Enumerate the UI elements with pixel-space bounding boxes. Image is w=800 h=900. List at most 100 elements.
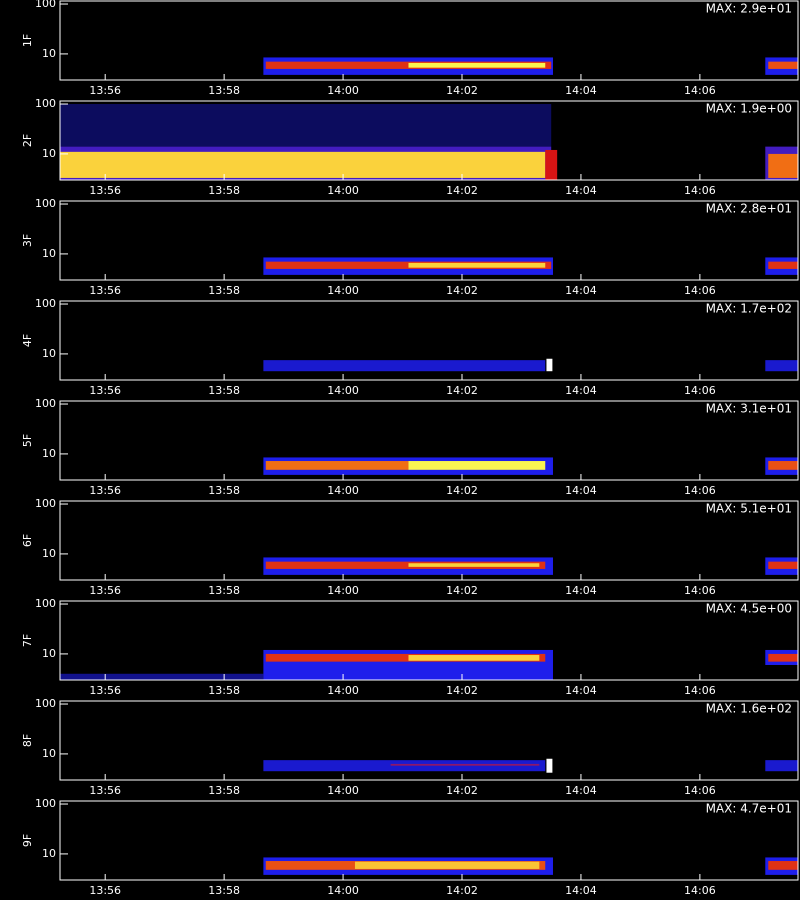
intensity-cell — [546, 358, 553, 372]
plot-frame — [59, 0, 799, 81]
x-tick-label: 14:04 — [565, 784, 597, 797]
y-axis-label: 7F — [21, 634, 34, 647]
x-tick-label: 13:58 — [208, 484, 240, 497]
intensity-cell — [768, 653, 798, 662]
intensity-cell — [408, 262, 546, 268]
x-tick-label: 13:56 — [89, 84, 121, 97]
x-tick-label: 14:00 — [327, 184, 359, 197]
x-tick-label: 14:00 — [327, 684, 359, 697]
x-tick-label: 14:00 — [327, 884, 359, 897]
x-tick-label: 14:06 — [684, 284, 716, 297]
plot-frame — [59, 700, 799, 781]
x-tick-label: 14:00 — [327, 584, 359, 597]
x-tick-label: 14:00 — [327, 484, 359, 497]
x-tick-label: 14:06 — [684, 784, 716, 797]
y-axis-label: 5F — [21, 434, 34, 447]
intensity-cell — [768, 153, 798, 178]
x-tick-label: 13:58 — [208, 84, 240, 97]
x-tick-label: 14:06 — [684, 884, 716, 897]
intensity-cell — [265, 61, 552, 69]
x-tick-label: 14:04 — [565, 184, 597, 197]
plot-frame — [59, 200, 799, 281]
x-tick-label: 13:56 — [89, 584, 121, 597]
max-label: MAX: 1.6e+02 — [706, 702, 792, 716]
intensity-cell — [265, 261, 552, 269]
intensity-cell — [765, 760, 798, 772]
intensity-cell — [768, 561, 798, 569]
plot-frame — [59, 400, 799, 481]
y-tick-label: 100 — [35, 697, 56, 710]
x-tick-label: 14:00 — [327, 784, 359, 797]
x-tick-label: 14:02 — [446, 184, 478, 197]
x-tick-label: 13:56 — [89, 184, 121, 197]
y-tick-label: 100 — [35, 597, 56, 610]
x-tick-label: 13:58 — [208, 384, 240, 397]
x-tick-label: 14:02 — [446, 784, 478, 797]
y-tick-label: 100 — [35, 797, 56, 810]
plot-frame — [59, 300, 799, 381]
intensity-cell — [408, 563, 540, 567]
y-tick-label: 10 — [42, 147, 56, 160]
x-tick-label: 13:58 — [208, 284, 240, 297]
y-tick-label: 100 — [35, 197, 56, 210]
max-label: MAX: 3.1e+01 — [706, 402, 792, 416]
plot-frame — [59, 800, 799, 881]
y-tick-label: 10 — [42, 447, 56, 460]
intensity-cell — [408, 62, 546, 68]
x-tick-label: 14:02 — [446, 284, 478, 297]
x-tick-label: 13:56 — [89, 484, 121, 497]
x-tick-label: 13:56 — [89, 784, 121, 797]
y-axis-label: 4F — [21, 334, 34, 347]
x-tick-label: 14:06 — [684, 484, 716, 497]
max-label: MAX: 2.8e+01 — [706, 202, 792, 216]
intensity-cell — [60, 104, 552, 147]
y-tick-label: 100 — [35, 497, 56, 510]
x-tick-label: 13:56 — [89, 284, 121, 297]
y-tick-label: 100 — [35, 0, 56, 10]
x-tick-label: 14:02 — [446, 384, 478, 397]
intensity-cell — [390, 763, 540, 766]
x-tick-label: 14:04 — [565, 84, 597, 97]
intensity-cell — [60, 673, 264, 680]
x-tick-label: 13:56 — [89, 384, 121, 397]
x-tick-label: 13:56 — [89, 884, 121, 897]
intensity-cell — [60, 151, 546, 178]
intensity-cell — [765, 360, 798, 372]
max-label: MAX: 2.9e+01 — [706, 2, 792, 16]
plot-frame — [59, 500, 799, 581]
intensity-cell — [768, 461, 798, 470]
x-tick-label: 14:06 — [684, 184, 716, 197]
x-tick-label: 14:06 — [684, 684, 716, 697]
intensity-cell — [768, 61, 798, 69]
x-tick-label: 14:02 — [446, 684, 478, 697]
x-tick-label: 14:00 — [327, 84, 359, 97]
y-tick-label: 100 — [35, 97, 56, 110]
x-tick-label: 14:02 — [446, 84, 478, 97]
y-tick-label: 100 — [35, 397, 56, 410]
intensity-cell — [408, 655, 540, 661]
x-tick-label: 14:00 — [327, 284, 359, 297]
intensity-cell — [265, 461, 409, 470]
x-tick-label: 13:56 — [89, 684, 121, 697]
y-tick-label: 10 — [42, 647, 56, 660]
x-tick-label: 14:02 — [446, 484, 478, 497]
max-label: MAX: 1.7e+02 — [706, 302, 792, 316]
x-tick-label: 13:58 — [208, 184, 240, 197]
max-label: MAX: 4.5e+00 — [706, 602, 792, 616]
x-tick-label: 14:04 — [565, 684, 597, 697]
x-tick-label: 13:58 — [208, 884, 240, 897]
intensity-cell — [545, 149, 558, 180]
intensity-cell — [263, 360, 546, 372]
y-tick-label: 10 — [42, 547, 56, 560]
intensity-cell — [408, 461, 546, 470]
y-tick-label: 100 — [35, 297, 56, 310]
x-tick-label: 14:04 — [565, 484, 597, 497]
max-label: MAX: 5.1e+01 — [706, 502, 792, 516]
y-axis-label: 6F — [21, 534, 34, 547]
plot-frame — [59, 600, 799, 681]
y-axis-label: 3F — [21, 234, 34, 247]
plot-frame — [59, 100, 799, 181]
intensity-cell — [354, 861, 540, 869]
x-tick-label: 14:04 — [565, 384, 597, 397]
x-tick-label: 13:58 — [208, 784, 240, 797]
